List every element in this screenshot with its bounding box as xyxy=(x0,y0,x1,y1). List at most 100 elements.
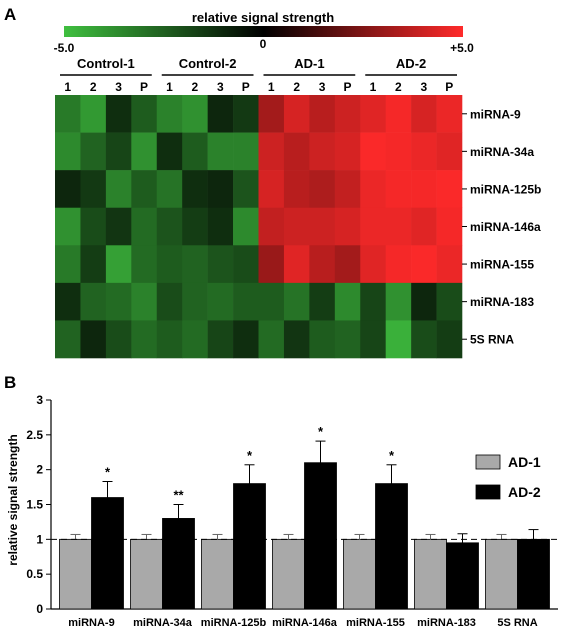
legend-label: AD-2 xyxy=(508,484,541,500)
heatmap-cell xyxy=(55,95,81,133)
panel-a-letter: A xyxy=(4,5,16,24)
x-tick-label: miRNA-125b xyxy=(201,617,267,629)
heatmap-cell xyxy=(411,320,437,359)
heatmap-cell xyxy=(156,207,183,246)
heatmap-cell xyxy=(334,207,361,246)
heatmap-cell xyxy=(156,132,183,171)
heatmap-cell xyxy=(258,95,285,133)
heatmap-cell xyxy=(105,132,132,171)
heatmap-cell xyxy=(182,95,208,133)
heatmap-cell xyxy=(80,282,107,321)
heatmap-cell xyxy=(283,170,310,209)
heatmap-cell xyxy=(105,95,132,133)
legend-label: AD-1 xyxy=(508,454,541,470)
heatmap-column-label: P xyxy=(242,80,250,94)
heatmap-row-label: 5S RNA xyxy=(470,333,514,347)
heatmap-cell xyxy=(182,282,208,321)
y-tick-label: 0 xyxy=(36,602,43,616)
heatmap-cell xyxy=(105,320,132,359)
y-tick-label: 3 xyxy=(36,393,43,407)
legend-swatch xyxy=(475,454,501,470)
heatmap-cell xyxy=(283,207,310,246)
heatmap-cell xyxy=(131,95,158,133)
heatmap-cells xyxy=(55,95,463,359)
bar-chart-legend: AD-1 AD-2 xyxy=(475,454,541,500)
heatmap-cell xyxy=(80,320,107,359)
heatmap-cell xyxy=(156,282,183,321)
heatmap-cell xyxy=(334,282,361,321)
x-tick-label: miRNA-146a xyxy=(272,617,338,629)
heatmap-cell xyxy=(156,320,183,359)
heatmap-cell xyxy=(207,207,234,246)
heatmap-cell xyxy=(283,95,310,133)
heatmap-cell xyxy=(411,132,437,171)
heatmap-group-headers: Control-1 Control-2 AD-1 AD-2 xyxy=(60,56,457,76)
heatmap-cell xyxy=(436,320,463,359)
heatmap-cell xyxy=(309,132,336,171)
heatmap-cell xyxy=(233,170,259,209)
heatmap-cell xyxy=(55,245,81,284)
heatmap-cell xyxy=(258,282,285,321)
heatmap-cell xyxy=(411,170,437,209)
heatmap-cell xyxy=(360,170,386,209)
heatmap-column-label: 2 xyxy=(395,80,402,94)
bar-ad-1 xyxy=(343,538,376,610)
heatmap-cell xyxy=(105,207,132,246)
heatmap-cell xyxy=(385,170,412,209)
heatmap-cell xyxy=(131,170,158,209)
heatmap-cell xyxy=(360,207,386,246)
heatmap-cell xyxy=(258,207,285,246)
bar-ad-2 xyxy=(517,538,550,610)
legend-swatch xyxy=(475,484,501,500)
heatmap-column-labels: 1 2 3 P 1 2 3 P 1 2 3 P 1 2 3 P xyxy=(64,80,453,94)
y-tick-label: 2 xyxy=(36,463,43,477)
heatmap-column-label: 3 xyxy=(319,80,326,94)
heatmap-cell xyxy=(80,132,107,171)
bar-ad-2 xyxy=(233,483,266,610)
heatmap-cell xyxy=(385,245,412,284)
bar-ad-1 xyxy=(59,538,92,610)
colorbar-max-label: +5.0 xyxy=(450,41,474,55)
heatmap-row-label: miRNA-183 xyxy=(470,295,534,309)
colorbar-title: relative signal strength xyxy=(192,10,334,25)
heatmap-cell xyxy=(309,95,336,133)
heatmap-cell xyxy=(233,132,259,171)
heatmap-cell xyxy=(80,95,107,133)
y-tick-label: 2.5 xyxy=(26,428,43,442)
heatmap-cell xyxy=(182,245,208,284)
y-tick-label: 0.5 xyxy=(26,567,43,581)
heatmap-cell xyxy=(131,282,158,321)
significance-marker: ** xyxy=(173,488,184,503)
heatmap-cell xyxy=(258,170,285,209)
heatmap-cell xyxy=(207,170,234,209)
heatmap-cell xyxy=(385,320,412,359)
heatmap-row-label: miRNA-155 xyxy=(470,258,534,272)
bar-ad-2 xyxy=(446,542,479,610)
heatmap-column-label: P xyxy=(445,80,453,94)
x-tick-label: miRNA-183 xyxy=(417,617,476,629)
heatmap-column-label: 1 xyxy=(268,80,275,94)
heatmap-cell xyxy=(360,282,386,321)
heatmap-cell xyxy=(131,132,158,171)
heatmap-cell xyxy=(385,132,412,171)
heatmap-cell xyxy=(207,245,234,284)
heatmap-column-label: 3 xyxy=(217,80,224,94)
x-tick-label: miRNA-9 xyxy=(68,617,114,629)
heatmap-cell xyxy=(131,245,158,284)
heatmap-row-label: miRNA-9 xyxy=(470,107,521,121)
heatmap-cell xyxy=(207,320,234,359)
significance-marker: * xyxy=(105,465,111,480)
heatmap-cell xyxy=(360,245,386,284)
heatmap-cell xyxy=(105,170,132,209)
heatmap-column-label: 3 xyxy=(420,80,427,94)
heatmap-cell xyxy=(309,245,336,284)
heatmap-row-label: miRNA-146a xyxy=(470,220,541,234)
panel-b-letter: B xyxy=(4,373,16,392)
heatmap-cell xyxy=(385,95,412,133)
heatmap-cell xyxy=(233,245,259,284)
heatmap-row-label: miRNA-34a xyxy=(470,145,534,159)
bar-ad-1 xyxy=(130,538,163,610)
heatmap-cell xyxy=(258,132,285,171)
bar-ad-1 xyxy=(414,538,447,610)
heatmap-cell xyxy=(105,245,132,284)
